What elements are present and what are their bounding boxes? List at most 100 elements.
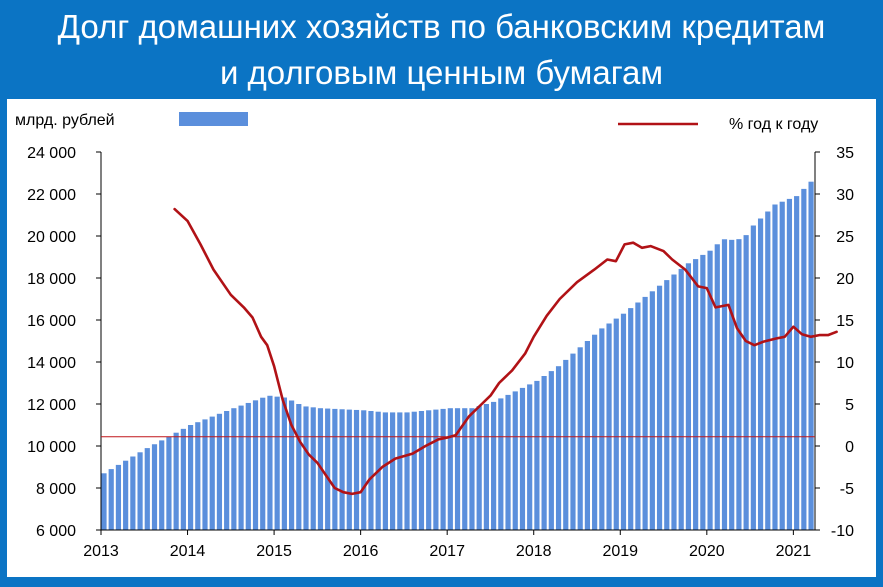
chart-svg: 6 000 8 000 10 000 12 000 14 000 16 000 18 000… xyxy=(15,112,854,560)
bar xyxy=(707,250,713,530)
legend-bar-swatch xyxy=(179,112,248,126)
y-right-tick-label: 15 xyxy=(836,313,854,330)
y-left-tick-label: 14 000 xyxy=(27,355,76,372)
bar xyxy=(433,409,439,530)
bar xyxy=(447,408,453,530)
bar xyxy=(527,384,533,530)
y-left-tick-label: 12 000 xyxy=(27,397,76,414)
bar xyxy=(130,456,136,530)
y-left-tick-label: 22 000 xyxy=(27,187,76,204)
bar xyxy=(440,408,446,530)
bar xyxy=(541,376,547,530)
bar xyxy=(555,366,562,530)
axes: 6 000 8 000 10 000 12 000 14 000 16 000 18 000… xyxy=(27,145,854,560)
bar xyxy=(563,359,569,530)
bar xyxy=(224,411,230,530)
bar xyxy=(714,244,720,530)
y-right-tick-label: 35 xyxy=(836,145,854,162)
x-tick-label: 2021 xyxy=(776,543,812,560)
x-tick-label: 2016 xyxy=(343,543,379,560)
y-right-tick-label: 30 xyxy=(836,187,854,204)
bar xyxy=(159,440,165,530)
bar xyxy=(390,412,396,530)
bar xyxy=(361,410,367,530)
bar xyxy=(772,204,778,530)
x-tick-label: 2019 xyxy=(602,543,638,560)
bar xyxy=(404,412,410,530)
bar xyxy=(231,408,237,530)
bar xyxy=(548,371,554,530)
bar xyxy=(671,274,677,530)
bar xyxy=(216,413,223,530)
legend-bar-label: млрд. рублей xyxy=(15,112,115,129)
bar xyxy=(332,408,338,530)
bar xyxy=(570,353,576,530)
bar xyxy=(288,400,295,530)
y-left-tick-label: 20 000 xyxy=(27,229,76,246)
bar xyxy=(454,408,461,530)
chart-title-line-2: и долговым ценным бумагам xyxy=(219,54,664,91)
bar xyxy=(260,397,266,530)
bar xyxy=(649,291,655,530)
bar xyxy=(281,397,287,530)
bar xyxy=(108,469,114,530)
bar xyxy=(613,318,619,530)
bar xyxy=(577,347,583,530)
bar xyxy=(325,408,331,530)
y-right-tick-label: 20 xyxy=(836,271,854,288)
y-right-tick-label: -5 xyxy=(840,481,854,498)
bar xyxy=(779,201,785,530)
bar xyxy=(353,409,360,530)
bar xyxy=(693,259,699,530)
bar xyxy=(664,280,670,530)
bar xyxy=(808,181,814,530)
bar xyxy=(642,296,648,530)
bar xyxy=(620,313,627,530)
bar xyxy=(151,444,158,530)
y-right-tick-label: 25 xyxy=(836,229,854,246)
bar xyxy=(635,302,641,530)
bar xyxy=(426,410,432,530)
bar xyxy=(628,308,634,530)
y-right-tick-label: 0 xyxy=(845,439,854,456)
bar xyxy=(757,218,764,530)
bar xyxy=(656,285,663,530)
x-tick-label: 2014 xyxy=(170,543,206,560)
bar xyxy=(786,198,793,530)
bar xyxy=(469,408,475,530)
bar xyxy=(512,391,518,530)
bar xyxy=(505,394,511,530)
y-right-tick-label: 5 xyxy=(845,397,854,414)
bar xyxy=(245,402,251,530)
line-series xyxy=(173,207,838,496)
bar xyxy=(137,452,143,530)
bar xyxy=(483,404,489,530)
bar xyxy=(411,411,417,530)
y-left-tick-label: 8 000 xyxy=(36,481,76,498)
bar xyxy=(491,401,497,530)
bar xyxy=(144,448,150,530)
bar xyxy=(498,398,504,530)
bar xyxy=(180,428,186,530)
bar xyxy=(296,404,302,530)
y-left-tick-label: 18 000 xyxy=(27,271,76,288)
bar xyxy=(166,436,172,530)
bar xyxy=(115,464,122,530)
legend: млрд. рублей % год к году xyxy=(15,112,818,133)
y-left-tick-label: 6 000 xyxy=(36,523,76,540)
bar xyxy=(346,409,352,530)
bar xyxy=(195,422,201,530)
bar xyxy=(202,419,208,530)
chart-panel: 6 000 8 000 10 000 12 000 14 000 16 000 18 000… xyxy=(7,99,876,577)
bar xyxy=(368,411,374,530)
bar xyxy=(252,400,259,530)
bar xyxy=(606,323,612,530)
x-tick-label: 2017 xyxy=(429,543,465,560)
legend-line-label: % год к году xyxy=(729,116,818,133)
x-tick-label: 2018 xyxy=(516,543,552,560)
bar xyxy=(339,409,345,530)
bar xyxy=(209,416,215,530)
bar xyxy=(519,387,526,530)
bar xyxy=(534,380,540,530)
bar xyxy=(794,196,800,530)
